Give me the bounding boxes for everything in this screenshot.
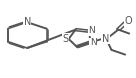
Text: N: N — [90, 38, 97, 47]
Text: N: N — [102, 34, 109, 44]
Text: N: N — [24, 17, 31, 27]
Text: O: O — [124, 16, 132, 26]
Text: N: N — [88, 26, 95, 35]
Text: S: S — [63, 34, 69, 44]
